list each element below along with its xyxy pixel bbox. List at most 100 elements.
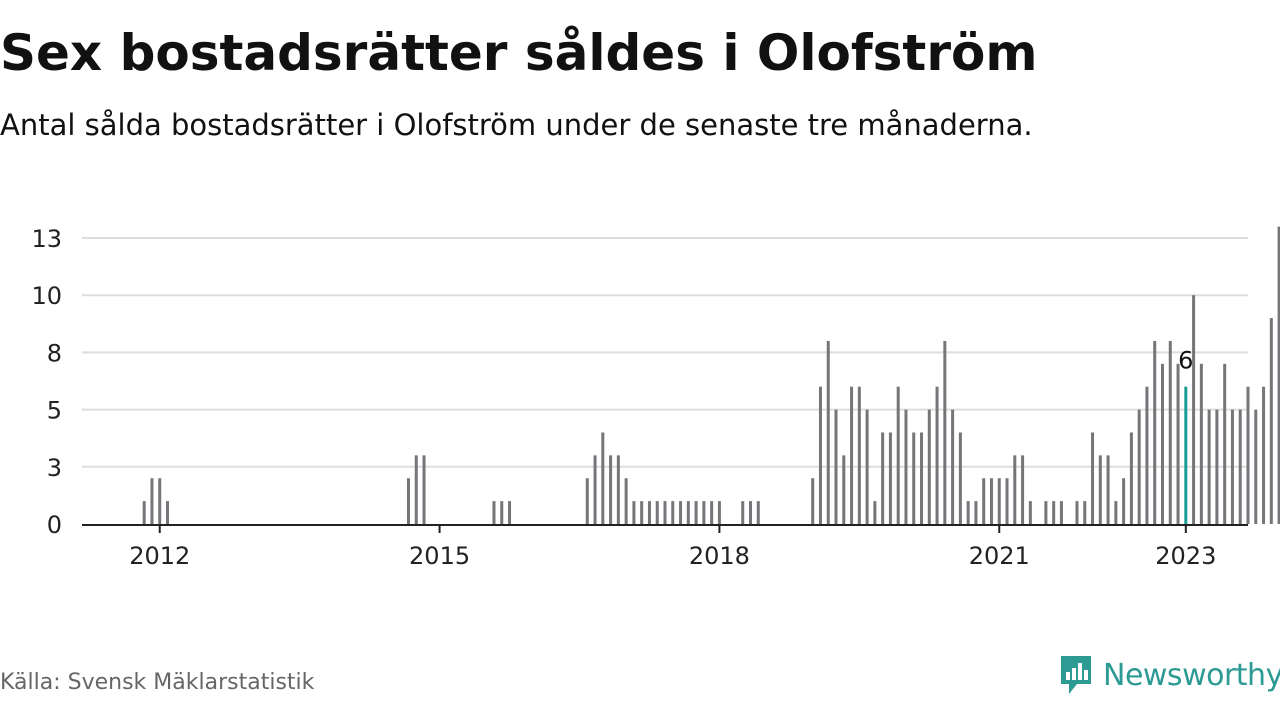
bar [1223, 363, 1227, 524]
brand-name: Newsworthy [1103, 657, 1280, 693]
bar [974, 501, 978, 524]
bar [857, 386, 861, 524]
bar [881, 432, 885, 524]
bar [663, 501, 667, 524]
bar [1005, 478, 1009, 524]
bar [609, 455, 613, 524]
y-tick-label: 5 [47, 397, 62, 425]
bar [601, 432, 605, 524]
y-tick-label: 3 [47, 454, 62, 482]
bar [1199, 363, 1203, 524]
bar [888, 432, 892, 524]
bar [1075, 501, 1079, 524]
bar [655, 501, 659, 524]
bar [896, 386, 900, 524]
bar [1129, 432, 1133, 524]
bar [694, 501, 698, 524]
bar [756, 501, 760, 524]
bar [834, 409, 838, 524]
bar [624, 478, 628, 524]
bar [158, 478, 162, 524]
bar [943, 340, 947, 524]
bar [927, 409, 931, 524]
bar [865, 409, 869, 524]
bar [717, 501, 721, 524]
y-tick-label: 8 [47, 339, 62, 367]
bar [1192, 295, 1196, 524]
bar [1137, 409, 1141, 524]
bar [1176, 363, 1180, 524]
bar [989, 478, 993, 524]
y-tick-label: 13 [31, 225, 62, 253]
bar [1114, 501, 1118, 524]
bar [1083, 501, 1087, 524]
bar-chart: 0 3 5 8 10 13 6 2012 2015 2018 2021 2023 [31, 225, 1280, 570]
bar [1153, 340, 1157, 524]
bar [1059, 501, 1063, 524]
bar-chart-logo-icon [1061, 656, 1091, 694]
bar [1021, 455, 1025, 524]
x-tick-label: 2015 [409, 542, 470, 570]
bar [1160, 363, 1164, 524]
bar [1168, 340, 1172, 524]
bar [492, 501, 496, 524]
bar [1277, 226, 1280, 524]
bar [679, 501, 683, 524]
bar [671, 501, 675, 524]
bar [966, 501, 970, 524]
bar [920, 432, 924, 524]
bar [1028, 501, 1032, 524]
bar [593, 455, 597, 524]
bar [1091, 432, 1095, 524]
bar [951, 409, 955, 524]
bar [414, 455, 418, 524]
bar [1106, 455, 1110, 524]
bar [508, 501, 512, 524]
bar [741, 501, 745, 524]
bar [166, 501, 170, 524]
bar [842, 455, 846, 524]
bar [1238, 409, 1242, 524]
bar [1254, 409, 1258, 524]
bar [702, 501, 706, 524]
bar [1145, 386, 1149, 524]
bar [647, 501, 651, 524]
bar [904, 409, 908, 524]
bar [1230, 409, 1234, 524]
y-tick-label: 0 [47, 511, 62, 539]
bar [585, 478, 589, 524]
bar [686, 501, 690, 524]
bar [500, 501, 504, 524]
bar [997, 478, 1001, 524]
bar [1052, 501, 1056, 524]
bar [1044, 501, 1048, 524]
highlight-value-label: 6 [1178, 347, 1193, 375]
chart-title: Sex bostadsrätter såldes i Olofström [0, 24, 1038, 82]
bar [1269, 318, 1273, 524]
chart-subtitle: Antal sålda bostadsrätter i Olofström un… [0, 108, 1033, 142]
bar [1262, 386, 1266, 524]
bar [850, 386, 854, 524]
x-tick-label: 2012 [129, 542, 190, 570]
bar [150, 478, 154, 524]
bar [1122, 478, 1126, 524]
bar [710, 501, 714, 524]
x-tick-label: 2018 [689, 542, 750, 570]
bar [958, 432, 962, 524]
highlight-bar [1184, 386, 1188, 524]
x-tick-label: 2021 [969, 542, 1030, 570]
x-tick-label: 2023 [1155, 542, 1216, 570]
bar [873, 501, 877, 524]
newsworthy-logo[interactable]: Newsworthy [1059, 654, 1280, 696]
bar [142, 501, 146, 524]
bar [935, 386, 939, 524]
bar [1207, 409, 1211, 524]
bar [640, 501, 644, 524]
bar [422, 455, 426, 524]
bar [1098, 455, 1102, 524]
source-note: Källa: Svensk Mäklarstatistik [0, 670, 315, 695]
bar [749, 501, 753, 524]
bar [826, 340, 830, 524]
bar [818, 386, 822, 524]
bar [811, 478, 815, 524]
